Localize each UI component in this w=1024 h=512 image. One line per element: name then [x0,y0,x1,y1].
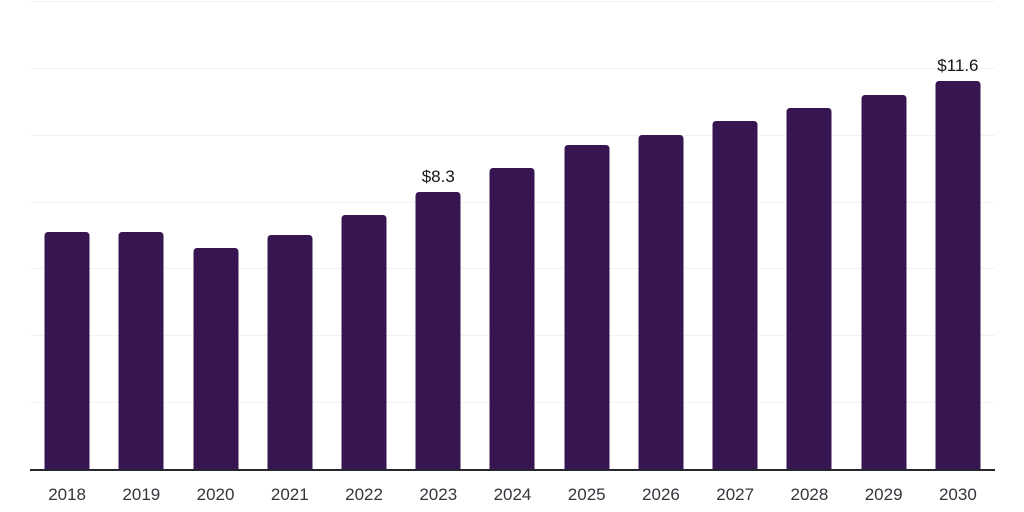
x-tick-label-2027: 2027 [716,485,755,504]
chart-plot-area: $8.3 $11.6 [30,1,995,471]
x-tick-label-2026: 2026 [642,485,680,504]
bar-band-2019 [104,1,178,469]
bar-band-2022 [327,1,401,469]
gridline [30,67,995,69]
bar-2025 [564,144,610,469]
x-tick-label-2020: 2020 [196,485,235,504]
bar-2028 [786,107,832,469]
bar-band-2026 [624,1,698,469]
bar-2020 [193,248,239,469]
bar-band-2028 [772,1,846,469]
gridline [30,134,995,136]
x-axis-line [30,469,995,471]
x-tick-label-2028: 2028 [790,485,829,504]
bar-band-2023: $8.3 [401,1,475,469]
x-tick-label-2021: 2021 [270,485,309,504]
bar-2021 [267,235,313,469]
bar-2029 [861,94,907,469]
x-tick-label-2022: 2022 [345,485,383,504]
bar-2022 [341,214,387,469]
bar-2026 [638,134,684,469]
bar-band-2029 [847,1,921,469]
data-label-2030: $11.6 [937,56,979,76]
x-tick-label-2019: 2019 [122,485,161,504]
bar-band-2021 [253,1,327,469]
bar-2019 [118,231,164,469]
x-tick-label-2023: 2023 [419,485,458,504]
x-tick-label-2030: 2030 [938,485,977,504]
x-tick-label-2025: 2025 [567,485,606,504]
data-label-2023: $8.3 [421,166,455,186]
bar-band-2024 [475,1,549,469]
bar-band-2020 [178,1,252,469]
x-axis-tick-labels: 2018 2019 2020 2021 2022 2023 2024 2025 2026 2027… [30,484,995,506]
bar-2030 [935,81,981,469]
bar-2027 [712,121,758,469]
bar-2018 [44,231,90,469]
bar-band-2018 [30,1,104,469]
x-tick-label-2018: 2018 [48,485,87,504]
bar-2023 [415,191,461,469]
bar-band-2027 [698,1,772,469]
bar-band-2025 [550,1,624,469]
bar-band-2030: $11.6 [921,1,995,469]
bar-2024 [489,168,535,469]
x-tick-label-2024: 2024 [493,485,532,504]
x-tick-label-2029: 2029 [864,485,903,504]
gridline [30,1,995,2]
